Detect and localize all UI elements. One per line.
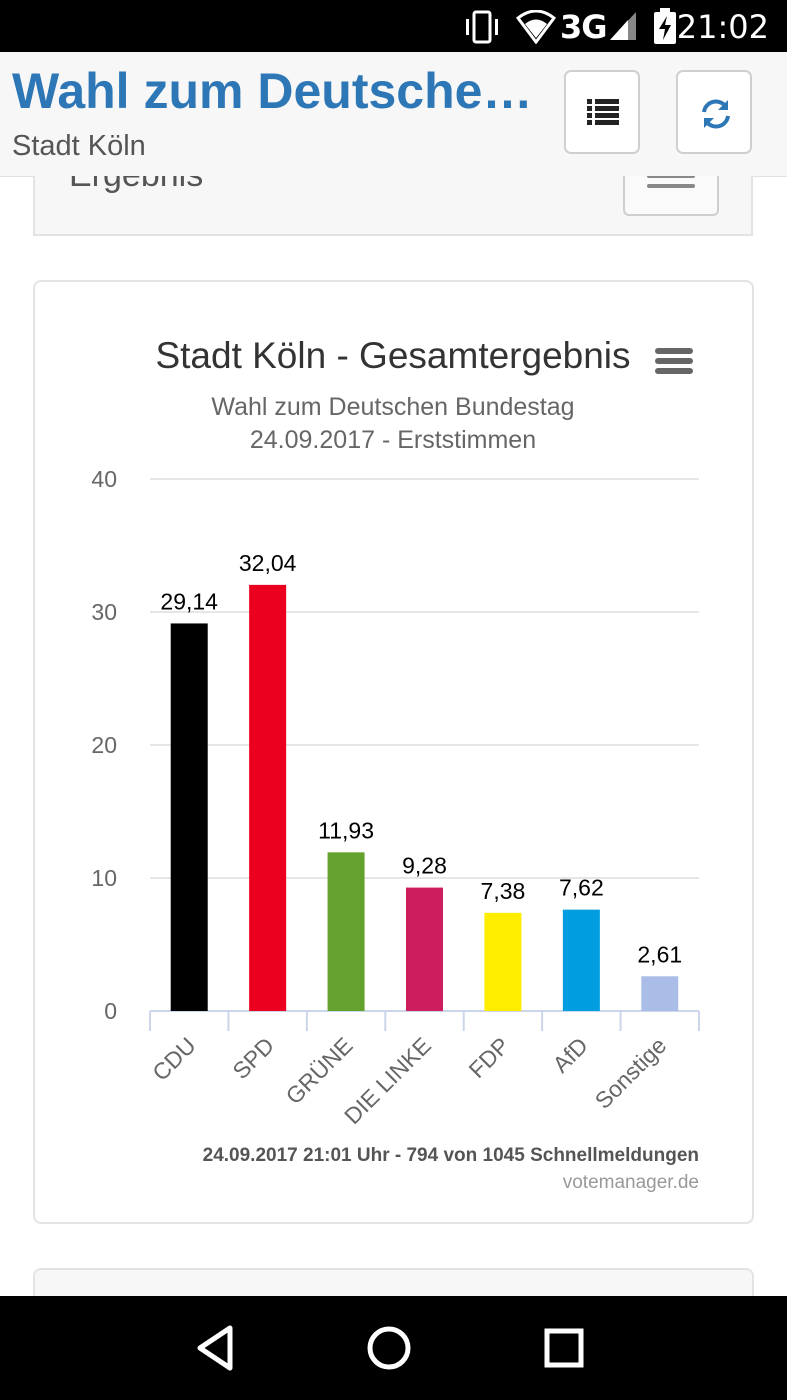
bar	[406, 887, 443, 1011]
refresh-button[interactable]	[676, 70, 752, 154]
bar	[327, 852, 365, 1011]
home-icon[interactable]	[363, 1322, 415, 1374]
data-label: 32,04	[239, 550, 297, 576]
chart-subtitle: 24.09.2017 - Erststimmen	[250, 426, 536, 454]
data-label: 7,62	[559, 875, 604, 901]
y-tick-label: 20	[91, 732, 117, 758]
x-tick-label: SPD	[227, 1032, 279, 1084]
panel-heading: Ergebnis	[69, 176, 203, 195]
network-type: 3G	[560, 8, 608, 46]
bar	[562, 909, 600, 1011]
chart-card: Stadt Köln - Gesamtergebnis Wahl zum Deut…	[33, 280, 754, 1224]
bar	[170, 623, 208, 1011]
x-tick-label: AfD	[547, 1032, 592, 1077]
chart-title: Stadt Köln - Gesamtergebnis	[155, 335, 630, 376]
y-tick-label: 10	[91, 865, 117, 891]
signal-icon	[610, 12, 636, 40]
bar	[641, 976, 679, 1011]
clock: 21:02	[676, 8, 769, 46]
page-title: Wahl zum Deutschen Bundestag	[12, 63, 552, 119]
data-label: 29,14	[160, 588, 218, 614]
status-bar: 3G 21:02	[0, 0, 787, 52]
chart-subtitle: Wahl zum Deutschen Bundestag	[211, 393, 574, 421]
data-label: 2,61	[637, 941, 682, 967]
x-tick-label: GRÜNE	[280, 1032, 357, 1109]
bar	[484, 912, 522, 1011]
back-icon[interactable]	[190, 1322, 242, 1374]
data-label: 9,28	[402, 853, 447, 879]
chart-footer-note: 24.09.2017 21:01 Uhr - 794 von 1045 Schn…	[203, 1145, 699, 1166]
bar	[249, 584, 287, 1011]
chart-credit: votemanager.de	[563, 1172, 699, 1193]
chart-menu-icon[interactable]	[655, 348, 693, 374]
wifi-icon	[516, 10, 556, 44]
app-header: Wahl zum Deutschen Bundestag Stadt Köln	[0, 52, 787, 177]
navigation-bar	[0, 1296, 787, 1400]
list-icon	[587, 99, 619, 125]
x-tick-label: Sonstige	[590, 1032, 672, 1114]
bar-chart: Stadt Köln - Gesamtergebnis Wahl zum Deut…	[91, 335, 700, 1193]
x-tick-label: FDP	[464, 1032, 515, 1083]
menu-list-button[interactable]	[564, 70, 640, 154]
panel-menu-button[interactable]	[623, 176, 719, 216]
battery-charging-icon	[654, 8, 676, 44]
y-tick-label: 30	[91, 599, 117, 625]
y-tick-label: 0	[104, 998, 117, 1024]
y-tick-label: 40	[91, 466, 117, 492]
data-label: 11,93	[318, 817, 374, 843]
vibrate-icon	[466, 10, 498, 44]
result-panel: Ergebnis	[33, 176, 753, 236]
data-label: 7,38	[481, 878, 526, 904]
page-subtitle: Stadt Köln	[12, 130, 146, 162]
recents-icon[interactable]	[538, 1322, 590, 1374]
refresh-icon	[702, 99, 730, 129]
x-tick-label: CDU	[147, 1032, 201, 1086]
